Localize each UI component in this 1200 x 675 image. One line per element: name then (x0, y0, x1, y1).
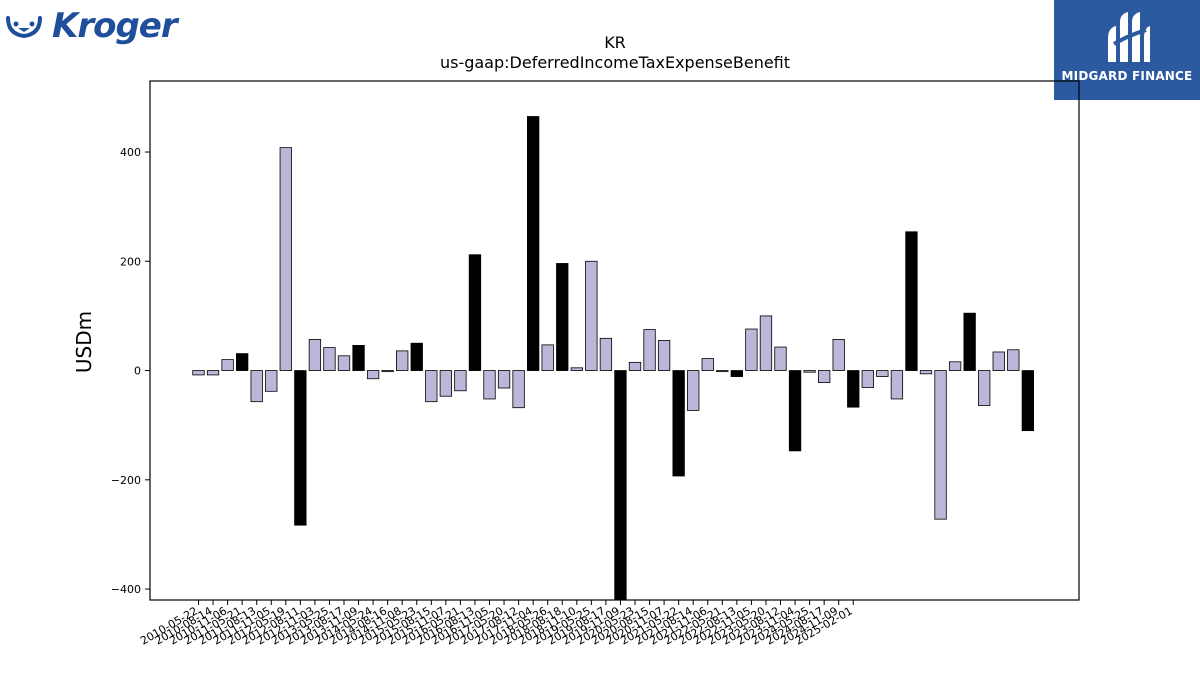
bar (643, 329, 656, 371)
bar (818, 370, 831, 383)
y-tick-label: 400 (120, 146, 141, 159)
bar (657, 340, 671, 371)
bar (192, 370, 205, 376)
bar (1007, 349, 1020, 371)
bar (847, 370, 860, 408)
bar (730, 370, 743, 377)
bar (788, 370, 802, 452)
bar (250, 370, 263, 403)
bar (279, 147, 292, 371)
bar (905, 231, 918, 371)
bar (628, 361, 642, 371)
bar (206, 370, 220, 376)
y-tick-label: 200 (120, 255, 141, 268)
bar (512, 370, 525, 409)
bar (527, 116, 540, 371)
bar (934, 370, 947, 520)
bar (556, 263, 569, 371)
midgard-wordmark: MIDGARD FINANCE (1061, 69, 1193, 83)
bar (497, 370, 511, 389)
bar (483, 370, 496, 400)
bar (919, 370, 933, 375)
bar (1021, 370, 1034, 432)
bar (614, 370, 627, 601)
bar (861, 370, 874, 388)
bar (454, 370, 467, 392)
bar (716, 370, 729, 373)
bar (323, 347, 336, 371)
bar (468, 254, 482, 371)
bar (366, 370, 380, 380)
kroger-smile-icon (6, 16, 42, 39)
bar (978, 370, 991, 406)
bar (235, 353, 249, 371)
bar (963, 312, 976, 371)
kroger-logo: Kroger (4, 4, 178, 54)
bar (948, 361, 962, 371)
bar (745, 328, 758, 371)
bar (992, 351, 1005, 371)
bar (439, 370, 453, 397)
y-tick-label: 0 (134, 365, 141, 378)
bar (701, 358, 714, 371)
midgard-finance-logo: MIDGARD FINANCE (1054, 0, 1200, 100)
bar (687, 370, 700, 411)
bar (308, 339, 322, 371)
y-tick-label: −400 (111, 583, 141, 596)
bar (585, 260, 598, 371)
chart-subtitle: us-gaap:DeferredIncomeTaxExpenseBenefit (439, 53, 791, 72)
bar (410, 342, 423, 371)
bar (876, 370, 889, 377)
bar (774, 346, 787, 371)
bar (832, 339, 845, 371)
bar (265, 370, 278, 392)
chart-title: KR (604, 33, 626, 52)
bar (803, 370, 816, 373)
bar (570, 367, 583, 371)
bar (396, 350, 409, 371)
bar (352, 345, 365, 371)
bar (759, 315, 773, 371)
bar (541, 344, 554, 371)
plot-frame (149, 80, 1080, 601)
bar (221, 359, 234, 371)
bar (599, 337, 613, 371)
bar (425, 370, 438, 403)
bar (672, 370, 685, 477)
kroger-wordmark: Kroger (52, 6, 178, 46)
bar (890, 370, 904, 400)
midgard-mark-icon (1108, 12, 1150, 62)
bar (294, 370, 307, 526)
bar (337, 355, 351, 371)
bar (381, 370, 394, 373)
y-tick-label: −200 (111, 474, 141, 487)
